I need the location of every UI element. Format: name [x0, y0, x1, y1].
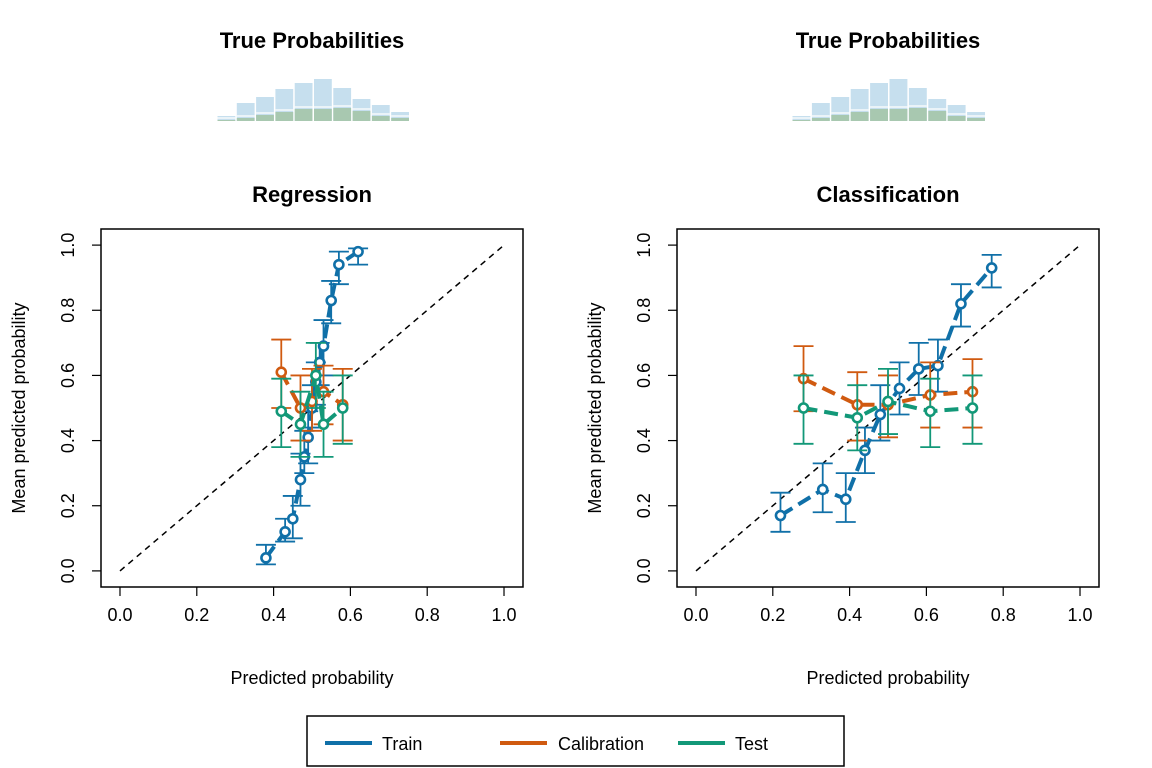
train-point [352, 245, 364, 258]
train-point [816, 483, 829, 496]
legend-label-calibration: Calibration [558, 734, 644, 754]
legend: Train Calibration Test [306, 715, 845, 767]
train-point [294, 473, 307, 486]
calibration-point [275, 366, 288, 378]
train-point [955, 297, 967, 310]
hist-bar-positive [947, 116, 966, 121]
hist-bar-positive [371, 116, 390, 121]
y-tick-label: 0.6 [634, 363, 654, 388]
reference-line [119, 244, 505, 572]
x-tick-label: 0.2 [760, 605, 785, 625]
train-point [317, 340, 330, 352]
hist-bar-positive [236, 118, 255, 121]
y-axis-label: Mean predicted probability [585, 302, 605, 513]
hist-bar-positive [391, 118, 409, 121]
test-point [966, 402, 979, 414]
train-series-line [779, 266, 994, 518]
x-tick-label: 0.6 [338, 605, 363, 625]
x-axis-label: Predicted probability [806, 668, 969, 688]
test-point [317, 418, 330, 431]
x-tick-label: 0.8 [415, 605, 440, 625]
hist-bar-positive [792, 120, 811, 121]
y-tick-label: 1.0 [58, 233, 78, 258]
test-point [797, 402, 810, 414]
hist-bar-positive [850, 112, 869, 121]
y-tick-label: 0.8 [634, 298, 654, 323]
hist-bar-positive [217, 120, 236, 121]
hist-bar-positive [314, 109, 332, 121]
train-point [985, 262, 998, 274]
train-point [874, 408, 887, 421]
test-point [294, 418, 307, 431]
train-point [774, 509, 787, 522]
hist-title: True Probabilities [796, 28, 981, 53]
train-point [333, 258, 345, 271]
hist-bar-positive [352, 111, 371, 121]
hist-bar-positive [908, 108, 927, 121]
x-tick-label: 0.0 [107, 605, 132, 625]
plot-frame [676, 228, 1100, 588]
hist-bar-positive [967, 118, 985, 121]
train-point [932, 359, 944, 372]
x-tick-label: 0.4 [837, 605, 862, 625]
x-tick-label: 0.4 [261, 605, 286, 625]
test-point [336, 402, 349, 414]
hist-title: True Probabilities [220, 28, 405, 53]
y-axis-label: Mean predicted probability [9, 302, 29, 513]
train-point [279, 525, 291, 538]
hist-bar-positive [889, 109, 908, 121]
train-point [286, 512, 299, 525]
y-tick-label: 0.2 [634, 493, 654, 518]
y-tick-label: 0.8 [58, 298, 78, 323]
hist-bar-positive [256, 115, 274, 121]
regression-panel: True Probabilities Regression 0.0 0.2 0.4 0.6… [9, 28, 524, 688]
hist-bar-positive [928, 111, 947, 121]
test-point [275, 405, 288, 418]
x-tick-label: 0.0 [683, 605, 708, 625]
hist-bar-positive [275, 112, 294, 121]
classification-panel: True Probabilities Classification 0.0 0.2 0.… [585, 28, 1100, 688]
x-axis-label: Predicted probability [230, 668, 393, 688]
train-point [839, 493, 852, 506]
hist-bar-positive [333, 108, 352, 121]
test-point [924, 405, 937, 418]
test-point [851, 411, 864, 424]
legend-label-test: Test [735, 734, 768, 754]
train-point [912, 363, 925, 375]
test-point [310, 369, 322, 382]
train-point [893, 382, 906, 395]
x-tick-label: 1.0 [1067, 605, 1092, 625]
hist-bar-positive [870, 109, 888, 121]
y-tick-label: 0.0 [634, 558, 654, 583]
plot-title: Classification [816, 182, 959, 207]
y-tick-label: 0.0 [58, 558, 78, 583]
y-tick-label: 0.4 [634, 428, 654, 453]
reference-line [695, 244, 1081, 572]
x-tick-label: 1.0 [491, 605, 516, 625]
y-tick-label: 0.6 [58, 363, 78, 388]
train-point [302, 431, 314, 444]
plot-title: Regression [252, 182, 372, 207]
hist-bar-positive [831, 115, 850, 121]
x-tick-label: 0.8 [991, 605, 1016, 625]
train-point [260, 552, 272, 564]
legend-label-train: Train [382, 734, 422, 754]
hist-bar-positive [811, 118, 830, 121]
test-point [882, 395, 894, 408]
y-tick-label: 1.0 [634, 233, 654, 258]
x-tick-label: 0.2 [184, 605, 209, 625]
y-tick-label: 0.2 [58, 493, 78, 518]
plot-frame [100, 228, 524, 588]
y-tick-label: 0.4 [58, 428, 78, 453]
x-tick-label: 0.6 [914, 605, 939, 625]
train-point [325, 294, 338, 307]
legend-box [306, 715, 845, 767]
hist-bar-positive [294, 109, 313, 121]
